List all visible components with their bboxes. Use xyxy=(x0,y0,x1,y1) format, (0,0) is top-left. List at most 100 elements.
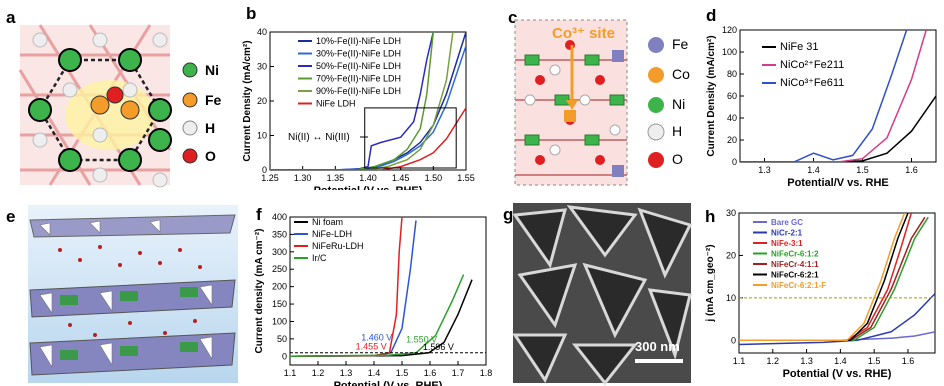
series-line xyxy=(740,30,908,162)
y-tick-label: 40 xyxy=(727,113,737,123)
panel-a-label: a xyxy=(6,8,16,27)
x-tick-label: 1.5 xyxy=(396,368,409,378)
panel-e-label: e xyxy=(6,207,16,226)
series-line xyxy=(739,293,935,346)
y-tick-label: 350 xyxy=(272,229,287,239)
panel-g-label: g xyxy=(503,205,514,224)
y-tick-label: 30 xyxy=(257,62,267,72)
y-tick-label: 30 xyxy=(726,208,736,218)
x-tick-label: 1.3 xyxy=(758,165,771,175)
y-tick-label: 0 xyxy=(732,157,737,167)
legend-entry: 70%-Fe(II)-NiFe LDH xyxy=(316,74,401,84)
y-tick-label: 150 xyxy=(272,299,287,309)
chart-d: 1.3 1.4 1.5 1.6 0 20 40 60 80 100 120 Potential/V v… xyxy=(706,25,937,189)
onset-annotation: 1.550 V xyxy=(406,334,437,344)
legend-entry: 90%-Fe(II)-NiFe LDH xyxy=(316,86,401,96)
panel-c: c Co³⁺ site Fe Co Ni H O xyxy=(500,0,700,190)
legend-entry: NiFeCr-4:1:1 xyxy=(771,260,819,269)
x-tick-label: 1.5 xyxy=(856,165,869,175)
x-tick-label: 1.25 xyxy=(261,173,279,183)
co-site-label: Co³⁺ site xyxy=(552,25,615,42)
panel-f-label: f xyxy=(256,205,262,224)
panel-b-label: b xyxy=(246,4,257,23)
legend-c-o: O xyxy=(672,151,683,167)
y-tick-label: 120 xyxy=(722,25,737,35)
chart-h: 1.1 1.2 1.3 1.4 1.5 1.6 0 10 20 30 Potential (V vs… xyxy=(705,208,936,380)
y-tick-label: 0 xyxy=(262,165,267,175)
legend-c-ni: Ni xyxy=(672,96,686,112)
legend-entry: NiFeCr-6:2:1-F xyxy=(771,281,826,290)
x-axis-label: Potential (V vs. RHE) xyxy=(314,185,423,190)
y-tick-label: 300 xyxy=(272,247,287,257)
legend-a-o: O xyxy=(205,148,216,164)
x-tick-label: 1.40 xyxy=(359,173,377,183)
panel-f: f 1.1 1.2 1.3 1.4 1.5 1.6 1.7 1.8 0 50 100 150 200 25… xyxy=(250,195,495,386)
y-tick-label: 100 xyxy=(722,47,737,57)
series-line xyxy=(740,95,936,162)
y-axis-label: Current Density (mA/cm²) xyxy=(242,40,253,161)
y-tick-label: 20 xyxy=(727,135,737,145)
x-tick-label: 1.3 xyxy=(340,368,353,378)
series-line xyxy=(740,30,927,162)
y-axis-label: Current Density (mA/cm²) xyxy=(706,35,717,156)
series-line xyxy=(270,107,466,170)
x-tick-label: 1.1 xyxy=(284,368,297,378)
y-tick-label: 100 xyxy=(272,316,287,326)
legend-c-h: H xyxy=(672,123,683,139)
x-axis-label: Potential (V vs. RHE) xyxy=(783,368,892,380)
y-axis-label: j (mA cm_geo⁻²) xyxy=(705,244,716,322)
y-tick-label: 0 xyxy=(731,335,736,345)
x-tick-label: 1.2 xyxy=(767,356,780,366)
y-tick-label: 250 xyxy=(272,264,287,274)
redox-annotation: Ni(II) ↔ Ni(III) xyxy=(288,132,350,143)
x-tick-label: 1.8 xyxy=(480,368,493,378)
legend-a-fe: Fe xyxy=(205,92,222,108)
x-tick-label: 1.4 xyxy=(834,356,847,366)
legend-entry: Bare GC xyxy=(771,218,803,227)
legend-entry: NiFe 31 xyxy=(780,41,819,53)
y-tick-label: 10 xyxy=(726,293,736,303)
legend-entry: NiCo²⁺Fe211 xyxy=(780,59,844,71)
x-tick-label: 1.6 xyxy=(902,356,915,366)
legend-c-co: Co xyxy=(672,66,690,82)
series-line xyxy=(739,213,906,342)
x-axis-label: Potential/V vs. RHE xyxy=(787,177,888,189)
y-tick-label: 40 xyxy=(257,27,267,37)
y-tick-label: 80 xyxy=(727,69,737,79)
x-tick-label: 1.4 xyxy=(368,368,381,378)
legend-c-fe: Fe xyxy=(672,36,689,52)
legend-entry: NiFeCr-6:2:1 xyxy=(771,271,819,280)
y-tick-label: 20 xyxy=(726,250,736,260)
legend-a-h: H xyxy=(205,120,216,136)
panel-h: h 1.1 1.2 1.3 1.4 1.5 1.6 0 10 20 30 Potential (V … xyxy=(695,195,944,386)
y-tick-label: 10 xyxy=(257,131,267,141)
legend-entry: NiFeCr-6:1:2 xyxy=(771,250,819,259)
y-tick-label: 400 xyxy=(272,212,287,222)
x-tick-label: 1.35 xyxy=(327,173,345,183)
legend-entry: 30%-Fe(II)-NiFe LDH xyxy=(316,49,401,59)
plot-frame xyxy=(289,216,487,366)
x-tick-label: 1.50 xyxy=(425,173,443,183)
legend-entry: NiFe-3:1 xyxy=(771,239,803,248)
y-tick-label: 50 xyxy=(277,334,287,344)
x-tick-label: 1.6 xyxy=(424,368,437,378)
ldh-structure-a xyxy=(18,24,198,188)
x-tick-label: 1.5 xyxy=(868,356,881,366)
panel-d: d 1.3 1.4 1.5 1.6 0 20 40 60 80 100 120 Potential/V… xyxy=(700,0,944,190)
y-axis-label: Current density (mA cm⁻²) xyxy=(254,229,265,354)
x-tick-label: 1.55 xyxy=(457,173,475,183)
legend-entry: Ir/C xyxy=(312,253,327,263)
x-tick-label: 1.6 xyxy=(905,165,918,175)
plot-frame xyxy=(738,212,936,354)
scalebar-label: 300 nm xyxy=(635,339,680,354)
legend-entry: 10%-Fe(II)-NiFe LDH xyxy=(316,36,401,46)
x-tick-label: 1.2 xyxy=(312,368,325,378)
x-axis-label: Potential (V vs. RHE) xyxy=(334,380,443,386)
series-line xyxy=(290,274,465,358)
y-tick-label: 0 xyxy=(282,351,287,361)
legend-entry: NiCr-2:1 xyxy=(771,229,803,238)
legend-entry: NiCo³⁺Fe611 xyxy=(780,77,844,89)
y-tick-label: 20 xyxy=(257,96,267,106)
legend-entry: NiFe LDH xyxy=(316,99,356,109)
x-tick-label: 1.3 xyxy=(800,356,813,366)
